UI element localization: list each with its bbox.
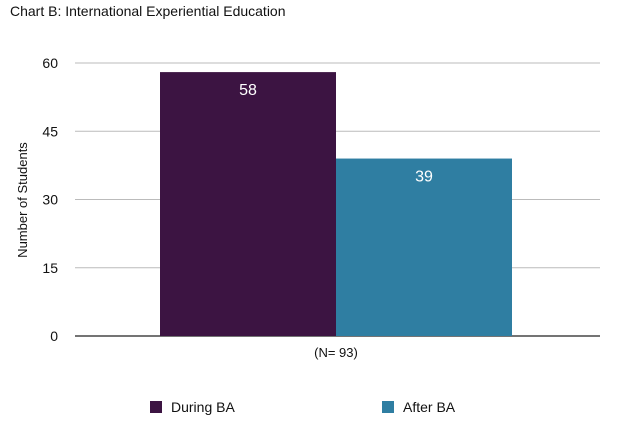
legend-swatch xyxy=(382,401,394,413)
chart-title: Chart B: International Experiential Educ… xyxy=(10,3,286,19)
legend: During BA After BA xyxy=(150,399,456,415)
y-tick-label: 45 xyxy=(42,123,58,139)
bar xyxy=(336,158,512,336)
y-tick-label: 0 xyxy=(50,328,58,344)
bar xyxy=(160,72,336,336)
y-tick-label: 15 xyxy=(42,260,58,276)
y-tick-label: 60 xyxy=(42,55,58,71)
y-axis-label: Number of Students xyxy=(15,142,30,258)
data-label: 39 xyxy=(415,169,433,186)
legend-label: During BA xyxy=(171,399,235,415)
data-label: 58 xyxy=(239,82,257,99)
legend-item: During BA xyxy=(150,399,235,415)
legend-label: After BA xyxy=(403,399,456,415)
legend-swatch xyxy=(150,401,162,413)
y-tick-labels: 0 15 30 45 60 xyxy=(42,55,58,344)
x-category-label: (N= 93) xyxy=(314,345,358,360)
legend-item: After BA xyxy=(382,399,456,415)
data-labels: 58 39 xyxy=(239,82,433,185)
x-category-labels: (N= 93) xyxy=(314,345,358,360)
y-tick-label: 30 xyxy=(42,192,58,208)
bars xyxy=(160,72,512,336)
